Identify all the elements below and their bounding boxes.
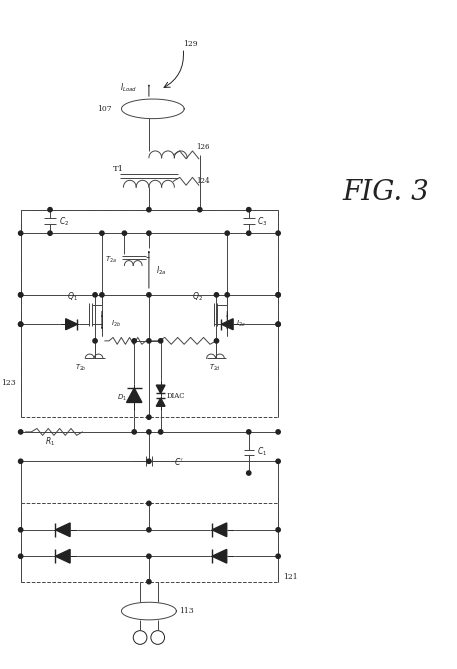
Circle shape (18, 322, 23, 326)
Text: $Q_1$: $Q_1$ (67, 290, 78, 303)
Circle shape (147, 339, 151, 343)
Circle shape (247, 207, 251, 212)
Polygon shape (212, 523, 227, 537)
Text: DIAC: DIAC (167, 391, 186, 399)
Circle shape (247, 429, 251, 434)
Text: 126: 126 (196, 143, 209, 151)
Text: 123: 123 (1, 379, 16, 387)
Polygon shape (212, 549, 227, 563)
Circle shape (198, 207, 202, 212)
Circle shape (214, 293, 218, 297)
Circle shape (159, 339, 163, 343)
Text: 121: 121 (283, 573, 298, 581)
Polygon shape (55, 549, 70, 563)
Circle shape (132, 429, 136, 434)
Text: $I_{Load}$: $I_{Load}$ (120, 81, 137, 94)
Circle shape (214, 339, 218, 343)
Circle shape (122, 231, 127, 235)
Text: 129: 129 (183, 40, 197, 48)
Circle shape (100, 231, 104, 235)
Circle shape (18, 429, 23, 434)
Text: $T_{2d}$: $T_{2d}$ (208, 363, 220, 373)
Circle shape (132, 339, 136, 343)
Text: $I_{2b}$: $I_{2b}$ (111, 319, 121, 329)
Text: $C_2$: $C_2$ (58, 215, 69, 227)
Text: $I_{2a}$: $I_{2a}$ (156, 264, 167, 276)
Circle shape (147, 293, 151, 297)
Circle shape (147, 459, 151, 464)
Circle shape (147, 554, 151, 559)
Circle shape (93, 293, 97, 297)
Circle shape (100, 293, 104, 297)
Text: 124: 124 (196, 177, 209, 185)
Circle shape (93, 339, 97, 343)
Circle shape (18, 554, 23, 559)
Circle shape (276, 528, 280, 532)
Circle shape (276, 293, 280, 297)
Circle shape (276, 322, 280, 326)
Text: 107: 107 (97, 105, 112, 113)
Circle shape (276, 459, 280, 464)
Circle shape (18, 231, 23, 235)
Text: $T_{2b}$: $T_{2b}$ (74, 363, 86, 373)
Circle shape (18, 459, 23, 464)
Text: T1: T1 (113, 165, 124, 173)
Circle shape (48, 231, 52, 235)
Circle shape (147, 528, 151, 532)
Circle shape (18, 293, 23, 297)
Polygon shape (221, 318, 233, 330)
Circle shape (48, 207, 52, 212)
Circle shape (147, 207, 151, 212)
Text: $I_{2c}$: $I_{2c}$ (236, 319, 246, 329)
Circle shape (276, 231, 280, 235)
Text: 113: 113 (179, 607, 193, 615)
Polygon shape (55, 523, 70, 537)
Circle shape (18, 322, 23, 326)
Polygon shape (66, 318, 77, 330)
Circle shape (18, 528, 23, 532)
Circle shape (147, 501, 151, 506)
Text: $D_1$: $D_1$ (117, 393, 128, 403)
Polygon shape (127, 388, 142, 403)
Circle shape (247, 231, 251, 235)
Text: $Q_2$: $Q_2$ (192, 290, 203, 303)
Circle shape (247, 471, 251, 475)
Text: $C_3$: $C_3$ (257, 215, 268, 227)
Polygon shape (156, 398, 165, 406)
Text: $T_{2a}$: $T_{2a}$ (105, 254, 117, 265)
Polygon shape (156, 385, 165, 393)
Text: $C_1$: $C_1$ (257, 446, 267, 458)
Circle shape (159, 429, 163, 434)
Circle shape (225, 293, 229, 297)
Circle shape (147, 231, 151, 235)
Circle shape (147, 415, 151, 419)
Circle shape (276, 322, 280, 326)
Circle shape (18, 293, 23, 297)
Text: $R_1$: $R_1$ (45, 436, 55, 448)
Circle shape (276, 429, 280, 434)
Text: $C'$: $C'$ (174, 456, 183, 467)
Circle shape (147, 429, 151, 434)
Text: FIG. 3: FIG. 3 (342, 179, 429, 205)
Circle shape (147, 579, 151, 584)
Circle shape (276, 293, 280, 297)
Circle shape (276, 554, 280, 559)
Circle shape (225, 231, 229, 235)
